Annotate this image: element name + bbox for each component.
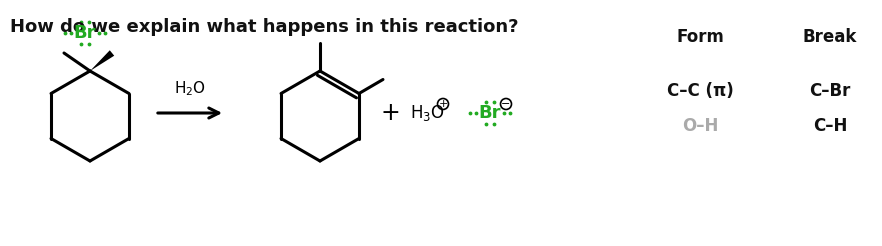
- Text: C–Br: C–Br: [810, 82, 850, 100]
- Text: H$_2$O: H$_2$O: [174, 79, 206, 98]
- Text: H$_3$O: H$_3$O: [410, 103, 445, 123]
- Text: C–C (π): C–C (π): [667, 82, 733, 100]
- Text: C–H: C–H: [813, 117, 848, 135]
- Text: +: +: [438, 99, 448, 109]
- Text: −: −: [501, 99, 511, 109]
- Text: O–H: O–H: [682, 117, 718, 135]
- Text: How do we explain what happens in this reaction?: How do we explain what happens in this r…: [10, 18, 519, 36]
- Text: Break: Break: [803, 28, 857, 46]
- Polygon shape: [90, 50, 114, 71]
- Text: Br: Br: [74, 24, 96, 42]
- Text: +: +: [380, 101, 400, 125]
- Text: Br: Br: [479, 104, 501, 122]
- Text: Form: Form: [676, 28, 724, 46]
